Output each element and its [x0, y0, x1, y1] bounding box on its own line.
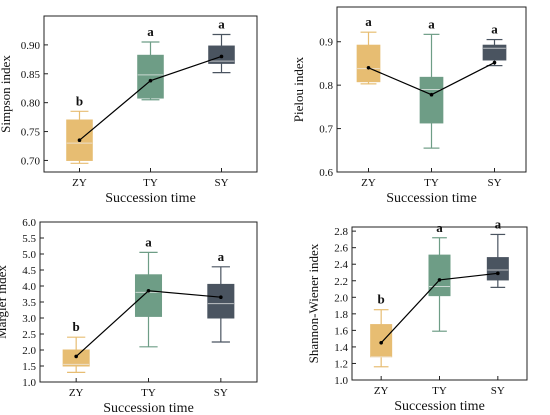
mean-point-ZY [366, 65, 371, 70]
x-tick-label-SY: SY [214, 387, 228, 399]
y-tick-label: 2.0 [334, 292, 348, 304]
y-tick-label: 1.8 [334, 309, 348, 321]
x-axis-title: Succession time [103, 401, 194, 415]
y-axis-title: Margléf index [0, 265, 9, 339]
significance-letter-ZY: a [365, 14, 372, 29]
box-TY [428, 254, 451, 297]
significance-letter-TY: a [436, 220, 443, 235]
box-ZY [356, 44, 381, 83]
box-TY [419, 76, 444, 124]
y-tick-label: 2.6 [334, 243, 348, 255]
significance-letter-SY: a [218, 16, 225, 31]
y-tick-label: 1.0 [22, 377, 36, 389]
y-tick-label: 5.0 [22, 249, 36, 261]
x-tick-label-ZY: ZY [69, 387, 84, 399]
y-axis-title: Shannon-Wiener index [306, 243, 321, 363]
y-tick-label: 4.5 [22, 265, 36, 277]
y-tick-label: 0.70 [21, 155, 41, 167]
y-tick-label: 4.0 [22, 281, 36, 293]
x-tick-label-TY: TY [424, 177, 439, 189]
significance-letter-ZY: b [73, 319, 80, 334]
x-tick-label-ZY: ZY [361, 177, 376, 189]
significance-letter-TY: a [147, 24, 154, 39]
y-tick-label: 2.0 [22, 345, 36, 357]
box-ZY [370, 324, 393, 358]
y-tick-label: 3.5 [22, 297, 36, 309]
y-tick-label: 1.5 [22, 361, 36, 373]
x-tick-label-SY: SY [214, 177, 228, 189]
significance-letter-ZY: b [378, 292, 385, 307]
y-tick-label: 0.85 [21, 69, 41, 81]
mean-point-SY [219, 295, 223, 300]
significance-letter-TY: a [428, 16, 435, 31]
y-tick-label: 5.5 [22, 233, 36, 245]
mean-point-TY [146, 289, 151, 293]
box-SY [207, 283, 235, 319]
mean-point-SY [219, 54, 224, 59]
y-tick-label: 1.2 [334, 358, 348, 370]
mean-point-ZY [77, 138, 82, 143]
x-tick-label-SY: SY [487, 177, 501, 189]
y-tick-label: 3.0 [22, 313, 36, 325]
y-tick-label: 0.8 [319, 80, 333, 92]
y-tick-label: 2.4 [334, 259, 348, 271]
y-tick-label: 1.0 [334, 375, 348, 387]
significance-letter-SY: a [495, 216, 502, 231]
mean-point-TY [429, 92, 434, 97]
y-tick-label: 0.90 [21, 40, 41, 52]
mean-point-TY [437, 278, 442, 282]
significance-letter-ZY: b [76, 93, 83, 108]
x-axis-title: Succession time [386, 191, 477, 206]
y-tick-label: 2.8 [334, 226, 348, 238]
mean-point-TY [148, 78, 153, 83]
y-tick-label: 2.5 [22, 329, 36, 341]
significance-letter-SY: a [218, 249, 225, 264]
y-axis-title: Simpson index [0, 55, 13, 133]
y-tick-label: 0.6 [319, 167, 333, 179]
x-tick-label-ZY: ZY [72, 177, 87, 189]
box-ZY [66, 119, 93, 161]
x-tick-label-SY: SY [491, 385, 505, 397]
y-tick-label: 1.4 [334, 342, 348, 354]
significance-letter-TY: a [145, 234, 152, 249]
box-TY [137, 54, 164, 99]
significance-letter-SY: a [491, 22, 498, 37]
y-axis-title: Pielou index [291, 56, 306, 122]
x-tick-label-TY: TY [432, 385, 447, 397]
y-tick-label: 0.75 [21, 127, 41, 139]
y-tick-label: 0.80 [21, 98, 41, 110]
x-tick-label-TY: TY [143, 177, 158, 189]
y-tick-label: 0.9 [319, 37, 333, 49]
x-tick-label-ZY: ZY [374, 385, 389, 397]
x-tick-label-TY: TY [141, 387, 156, 399]
box-SY [486, 257, 509, 281]
x-axis-title: Succession time [394, 399, 485, 414]
mean-point-ZY [379, 340, 383, 345]
y-tick-label: 0.7 [319, 124, 333, 136]
y-tick-label: 6.0 [22, 217, 36, 229]
mean-point-SY [492, 60, 497, 65]
box-TY [134, 274, 163, 317]
box-SY [482, 44, 507, 61]
x-axis-title: Succession time [105, 191, 196, 206]
mean-point-ZY [74, 354, 78, 359]
y-tick-label: 1.6 [334, 325, 348, 337]
y-tick-label: 2.2 [334, 276, 348, 288]
mean-point-SY [496, 271, 500, 276]
